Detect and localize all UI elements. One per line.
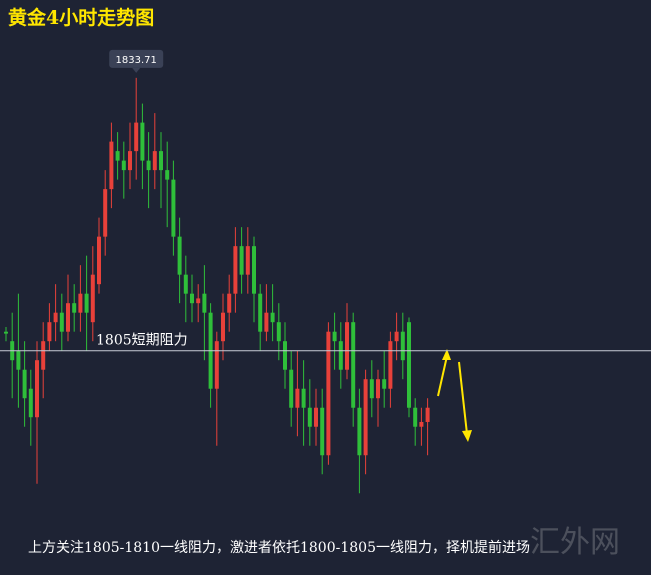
candle-body (183, 274, 188, 294)
candle-body (419, 421, 424, 427)
candle-body (388, 341, 393, 389)
candle-body (407, 322, 411, 408)
annotation: 上方关注1805-1810一线阻力，激进者依托1800-1805一线阻力，择机提… (28, 539, 530, 556)
high-marker-pointer (132, 67, 141, 73)
candle-body (16, 350, 21, 370)
candle-body (53, 312, 58, 323)
watermark: 汇外网 (530, 525, 620, 560)
candle-body (239, 246, 244, 275)
chart-title: 黄金4小时走势图 (8, 6, 154, 29)
candle-body (295, 388, 300, 408)
candle-body (314, 407, 318, 427)
candle-body (171, 179, 176, 237)
candle-body (146, 160, 151, 171)
candle-body (35, 360, 39, 418)
candle-body (28, 388, 33, 418)
candle-body (264, 312, 269, 332)
arrow-up-head (442, 349, 451, 360)
candle-body (22, 369, 27, 399)
candle-body (425, 407, 430, 422)
candle-body (301, 388, 306, 408)
candle-body (363, 379, 368, 456)
candle-body (276, 322, 281, 342)
candle-body (128, 151, 132, 171)
candle-body (202, 293, 207, 313)
candle-body (245, 246, 250, 275)
candle-body (351, 322, 356, 408)
candle-body (103, 189, 108, 237)
candle-body (165, 170, 170, 180)
candle-body (227, 293, 232, 313)
candle-body (258, 293, 263, 332)
candle-body (307, 407, 312, 427)
candle-body (84, 293, 89, 313)
candle-body (320, 407, 325, 456)
candle-body (214, 341, 219, 389)
arrow-down-head (462, 430, 472, 442)
candle-body (4, 331, 8, 334)
candle-body (233, 246, 238, 294)
candle-body (394, 331, 399, 342)
candle-body (413, 407, 418, 427)
candle-body (121, 160, 126, 171)
candle-body (97, 236, 101, 285)
candle-body (59, 312, 64, 332)
candle-body (140, 122, 145, 161)
candle-body (90, 274, 95, 323)
candle-body (376, 379, 380, 399)
candle-body (159, 151, 163, 171)
candle-body (400, 331, 405, 361)
high-marker-label: 1833.71 (116, 55, 157, 66)
candle-body (109, 141, 114, 190)
candle-body (345, 322, 349, 370)
candle-body (326, 331, 331, 456)
arrow-up (437, 355, 448, 397)
candle-body (382, 379, 387, 389)
candles (4, 77, 430, 494)
candle-body (72, 303, 77, 313)
candle-body (289, 369, 294, 408)
candle-body (78, 293, 83, 313)
candle-body (134, 122, 139, 152)
candle-body (221, 312, 225, 342)
candle-body (332, 331, 337, 342)
candle-body (338, 341, 343, 370)
candle-body (115, 151, 120, 161)
candle-body (357, 407, 362, 456)
candle-body (369, 379, 374, 399)
high-marker-box (109, 49, 164, 68)
candle-body (283, 341, 287, 370)
candle-body (66, 303, 70, 332)
candle-body (196, 298, 201, 304)
candle-body (41, 341, 46, 370)
arrow-down (458, 361, 468, 435)
candle-body (252, 246, 256, 294)
candle-body (177, 236, 182, 275)
candle-body (190, 293, 194, 304)
candle-body (152, 151, 157, 171)
candle-body (270, 312, 275, 323)
candle-body (47, 322, 52, 342)
resistance-label: 1805短期阻力 (96, 333, 188, 349)
